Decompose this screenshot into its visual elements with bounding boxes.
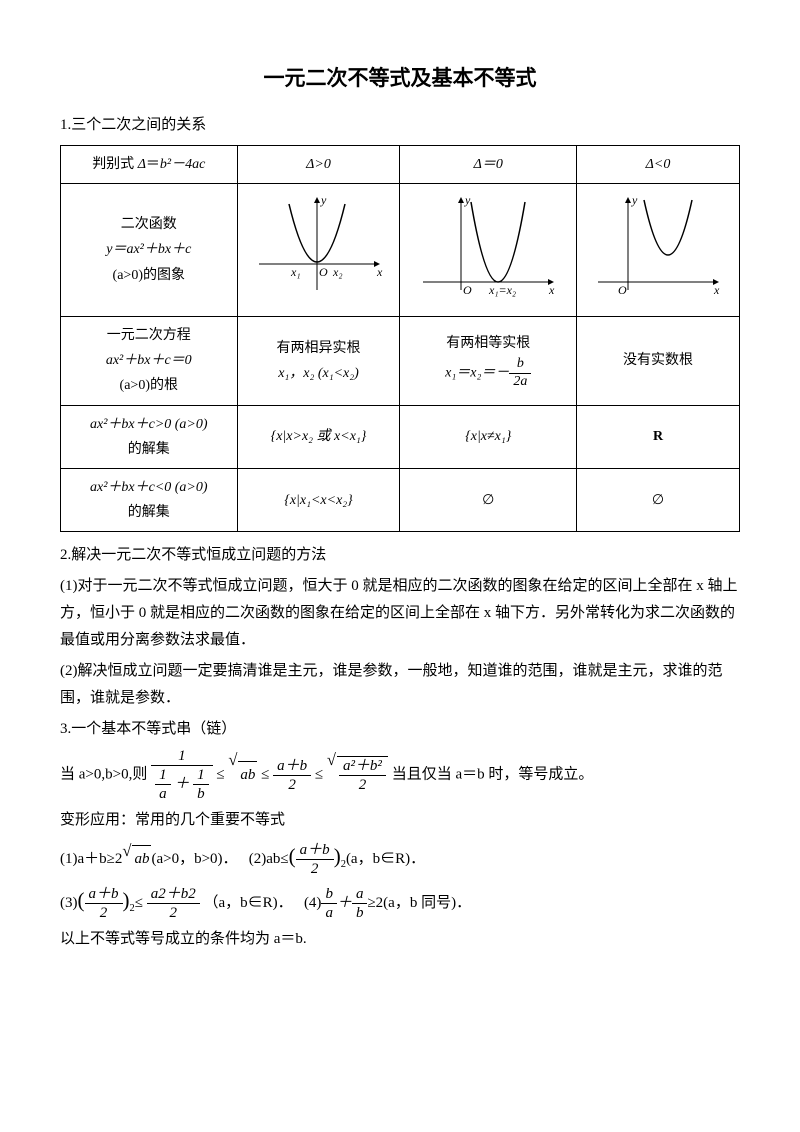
section1-heading: 1.三个二次之间的关系 (60, 112, 740, 139)
svg-text:x₁: x₁ (290, 265, 301, 279)
cell-delta-lt0: Δ<0 (577, 145, 740, 183)
svg-text:O: O (319, 265, 328, 279)
section3-heading: 3.一个基本不等式串（链） (60, 716, 740, 743)
svg-text:y: y (320, 193, 327, 207)
cell-gt0-sol3: R (577, 405, 740, 468)
section2-para1: (1)对于一元二次不等式恒成立问题，恒大于 0 就是相应的二次函数的图象在给定的… (60, 573, 740, 654)
cell-graph-no-root: y x O (577, 183, 740, 316)
svg-text:x₂: x₂ (332, 265, 343, 279)
table-row: 二次函数 y＝ax²＋bx＋c (a>0)的图象 y x O x₁ x₂ (61, 183, 740, 316)
variants-heading: 变形应用：常用的几个重要不等式 (60, 807, 740, 834)
svg-text:O: O (463, 283, 472, 297)
section2-heading: 2.解决一元二次不等式恒成立问题的方法 (60, 542, 740, 569)
cell-graph-one-root: y x O x₁=x₂ (400, 183, 577, 316)
cell-quadratic-func-label: 二次函数 y＝ax²＋bx＋c (a>0)的图象 (61, 183, 238, 316)
svg-text:x₁=x₂: x₁=x₂ (488, 283, 516, 297)
chain-inequality: 当 a>0,b>0,则 1 1a ＋ 1b ≤ √ab ≤ a＋b2 ≤ √a²… (60, 747, 740, 803)
cell-lt0-label: ax²＋bx＋c<0 (a>0)的解集 (61, 468, 238, 531)
table-row: 判别式 Δ＝b²－4ac Δ>0 Δ＝0 Δ<0 (61, 145, 740, 183)
page-title: 一元二次不等式及基本不等式 (60, 60, 740, 98)
equality-condition: 以上不等式等号成立的条件均为 a＝b. (60, 926, 740, 953)
cell-gt0-label: ax²＋bx＋c>0 (a>0)的解集 (61, 405, 238, 468)
svg-text:O: O (618, 283, 627, 297)
table-row: ax²＋bx＋c>0 (a>0)的解集 {x|x>x₂ 或 x<x₁} {x|x… (61, 405, 740, 468)
cell-equation-label: 一元二次方程 ax²＋bx＋c＝0 (a>0)的根 (61, 316, 238, 405)
cell-lt0-sol1: {x|x₁<x<x₂} (237, 468, 400, 531)
relations-table: 判别式 Δ＝b²－4ac Δ>0 Δ＝0 Δ<0 二次函数 y＝ax²＋bx＋c… (60, 145, 740, 533)
cell-lt0-sol3: ∅ (577, 468, 740, 531)
cell-gt0-sol1: {x|x>x₂ 或 x<x₁} (237, 405, 400, 468)
inequality-line2: (3)(a＋b2)2≤ a2＋b22 （a，b∈R)． (4)ba＋ab≥2(a… (60, 882, 740, 922)
cell-lt0-sol2: ∅ (400, 468, 577, 531)
svg-text:x: x (376, 265, 383, 279)
svg-text:x: x (713, 283, 720, 297)
cell-two-roots: 有两相异实根 x₁，x₂ (x₁<x₂) (237, 316, 400, 405)
section2-para2: (2)解决恒成立问题一定要搞清谁是主元，谁是参数，一般地，知道谁的范围，谁就是主… (60, 658, 740, 712)
cell-discriminant: 判别式 Δ＝b²－4ac (61, 145, 238, 183)
cell-delta-eq0: Δ＝0 (400, 145, 577, 183)
table-row: ax²＋bx＋c<0 (a>0)的解集 {x|x₁<x<x₂} ∅ ∅ (61, 468, 740, 531)
cell-no-roots: 没有实数根 (577, 316, 740, 405)
cell-graph-two-roots: y x O x₁ x₂ (237, 183, 400, 316)
svg-text:y: y (631, 193, 638, 207)
svg-text:x: x (548, 283, 555, 297)
cell-delta-gt0: Δ>0 (237, 145, 400, 183)
svg-text:y: y (464, 193, 471, 207)
table-row: 一元二次方程 ax²＋bx＋c＝0 (a>0)的根 有两相异实根 x₁，x₂ (… (61, 316, 740, 405)
cell-gt0-sol2: {x|x≠x₁} (400, 405, 577, 468)
inequality-line1: (1)a＋b≥2√ab(a>0，b>0)． (2)ab≤(a＋b2)2(a，b∈… (60, 838, 740, 878)
cell-equal-roots: 有两相等实根 x₁＝x₂＝－b2a (400, 316, 577, 405)
